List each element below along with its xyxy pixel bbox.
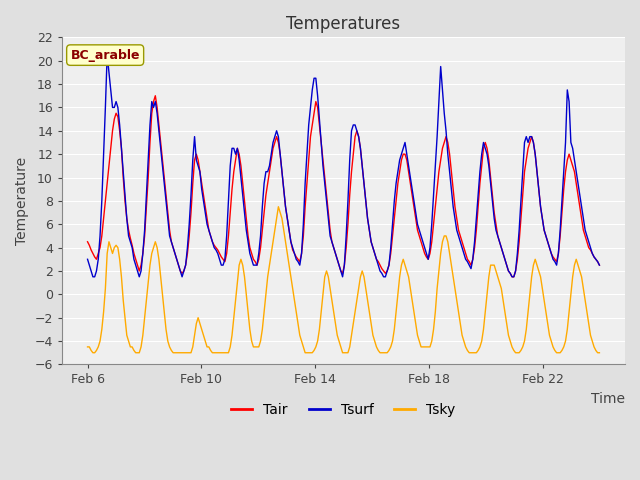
Legend: Tair, Tsurf, Tsky: Tair, Tsurf, Tsky: [226, 398, 461, 423]
Y-axis label: Temperature: Temperature: [15, 157, 29, 245]
Text: BC_arable: BC_arable: [70, 48, 140, 61]
Title: Temperatures: Temperatures: [287, 15, 401, 33]
X-axis label: Time: Time: [591, 392, 625, 406]
